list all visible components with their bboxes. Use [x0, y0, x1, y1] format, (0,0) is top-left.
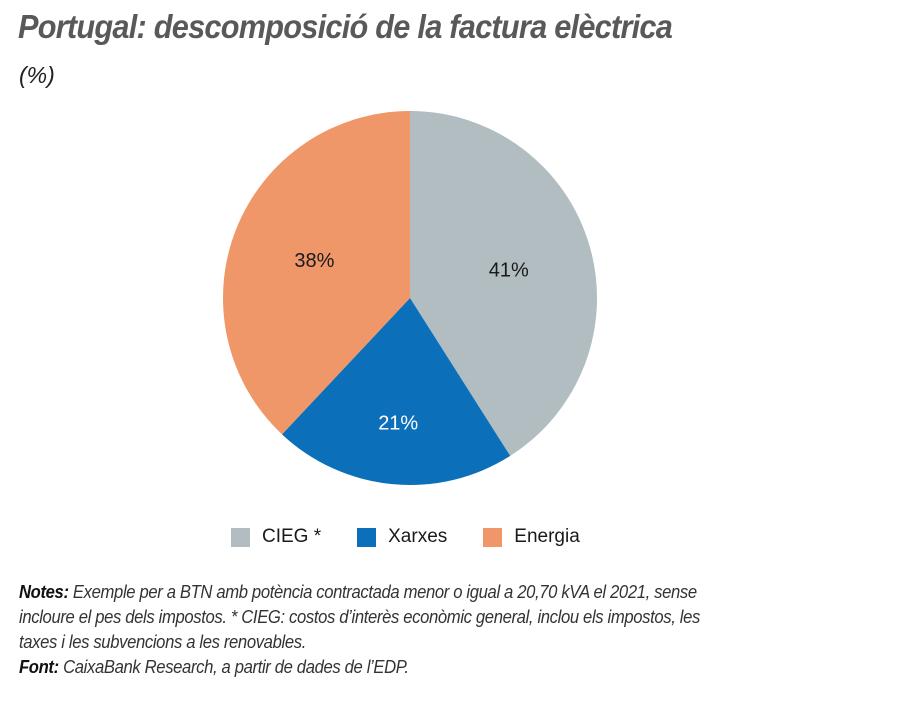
legend-label-xarxes: Xarxes	[388, 526, 448, 547]
legend-label-cieg: CIEG *	[262, 526, 322, 547]
notes-line-2: incloure el pes dels impostos. * CIEG: c…	[19, 606, 701, 627]
pie-label-xarxes: 21%	[378, 413, 418, 435]
legend-swatch-energia	[483, 527, 503, 547]
source-text: CaixaBank Research, a partir de dades de…	[63, 656, 409, 677]
legend-swatch-xarxes	[357, 527, 377, 547]
pie-label-cieg: 41%	[489, 259, 529, 281]
pie-label-energia: 38%	[294, 250, 334, 272]
pie-slice-xarxes	[281, 298, 511, 485]
legend-label-energia: Energia	[514, 526, 580, 547]
source-line: Font: CaixaBank Research, a partir de da…	[19, 654, 802, 679]
legend-item-xarxes: Xarxes	[357, 526, 447, 548]
legend-item-energia: Energia	[483, 526, 580, 548]
pie-slice-cieg	[410, 111, 598, 456]
notes-text-1: Exemple per a BTN amb potència contracta…	[72, 581, 697, 602]
legend-item-cieg: CIEG *	[231, 526, 321, 548]
chart-subtitle: (%)	[19, 62, 55, 88]
notes-line-1: Notes: Exemple per a BTN amb potència co…	[19, 579, 802, 604]
pie-chart: 41% 21% 38%	[223, 111, 598, 485]
notes-block: Notes: Exemple per a BTN amb potència co…	[19, 579, 889, 679]
notes-line-3: taxes i les subvencions a les renovables…	[19, 631, 306, 652]
legend: CIEG * Xarxes Energia	[231, 526, 616, 548]
chart-title: Portugal: descomposició de la factura el…	[18, 8, 673, 45]
source-label: Font:	[19, 656, 59, 677]
notes-label: Notes:	[19, 581, 69, 602]
legend-swatch-cieg	[231, 527, 250, 547]
pie-slice-energia	[223, 111, 410, 435]
